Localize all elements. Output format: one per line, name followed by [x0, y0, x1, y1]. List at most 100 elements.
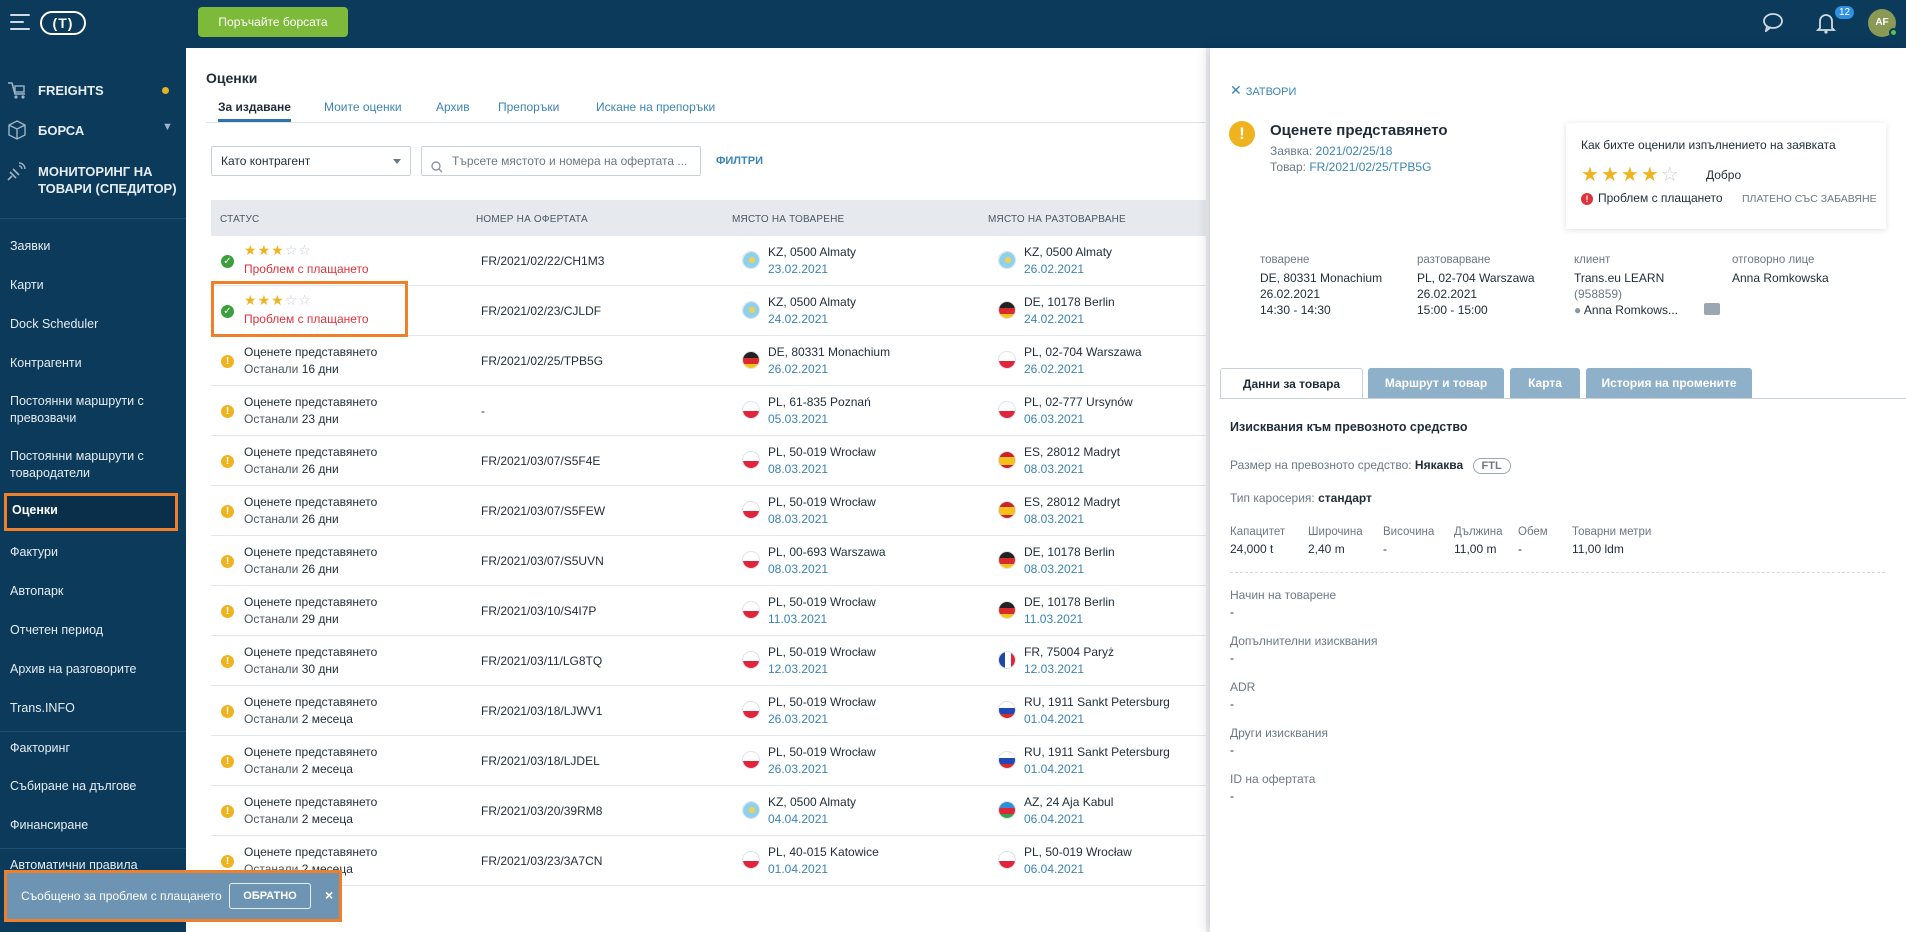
table-row[interactable]: ✓ ★★★☆☆ Проблем с плащането FR/2021/02/22/C… [211, 236, 1206, 286]
sidebar-item-ratings[interactable]: Оценки [4, 493, 178, 531]
sidebar-item-dock-scheduler[interactable]: Dock Scheduler [10, 317, 99, 331]
undo-button[interactable]: ОБРАТНО [229, 883, 311, 909]
sidebar-item-maps[interactable]: Карти [10, 278, 44, 292]
table-row[interactable]: ! Оценете представянето Останали 2 месеца F… [211, 736, 1206, 786]
payment-problem-flag[interactable]: ! Проблем с плащането [1581, 191, 1723, 205]
table-row[interactable]: ! Оценете представянето Останали 29 дни FR/… [211, 586, 1206, 636]
tab-to-issue[interactable]: За издаване [218, 100, 291, 122]
tab-cargo-data[interactable]: Данни за товара [1220, 368, 1363, 398]
role-select[interactable]: Като контрагент [211, 146, 411, 176]
table-row[interactable]: ! Оценете представянето Останали 30 дни FR/… [211, 636, 1206, 686]
sidebar-freights[interactable]: FREIGHTS [0, 79, 186, 101]
flag-icon [742, 251, 760, 269]
row-offer-number[interactable]: FR/2021/03/07/S5FEW [481, 504, 606, 518]
row-status-rate[interactable]: Оценете представянето [244, 545, 378, 559]
sidebar-item-fleet[interactable]: Автопарк [10, 584, 64, 598]
row-status-remaining: Останали 23 дни [244, 412, 339, 426]
row-status-rate[interactable]: Оценете представянето [244, 445, 378, 459]
sidebar-item-orders[interactable]: Заявки [10, 239, 51, 253]
table-row[interactable]: ! Оценете представянето Останали 2 месеца F… [211, 836, 1206, 886]
sidebar-item-reporting-period[interactable]: Отчетен период [10, 623, 104, 637]
bell-icon[interactable] [1815, 12, 1837, 37]
row-unloading-city: FR, 75004 Paryż [1024, 645, 1115, 659]
row-offer-number[interactable]: FR/2021/03/20/39RM8 [481, 804, 603, 818]
sidebar-item-trans-info[interactable]: Trans.INFO [10, 701, 75, 715]
table-row[interactable]: ! Оценете представянето Останали 26 дни FR/… [211, 536, 1206, 586]
close-icon[interactable]: × [325, 887, 334, 903]
col-offer-number[interactable]: НОМЕР НА ОФЕРТАТА [476, 214, 588, 225]
row-offer-number[interactable]: - [481, 404, 485, 418]
row-offer-number[interactable]: FR/2021/03/10/S4I7P [481, 604, 597, 618]
menu-icon[interactable] [10, 14, 30, 30]
row-status-rate[interactable]: Оценете представянето [244, 345, 378, 359]
row-offer-number[interactable]: FR/2021/02/22/CH1M3 [481, 254, 605, 268]
col-unloading-place[interactable]: МЯСТО НА РАЗТОВАРВАНЕ [988, 214, 1126, 225]
search-input[interactable]: Търсете мястото и номера на офертата ... [421, 146, 701, 176]
row-offer-number[interactable]: FR/2021/03/07/S5F4E [481, 454, 601, 468]
tab-my-ratings[interactable]: Моите оценки [324, 100, 402, 114]
avatar[interactable]: AF [1868, 9, 1896, 37]
table-row[interactable]: ! Оценете представянето Останали 26 дни FR/… [211, 486, 1206, 536]
top-bar: (T) Поръчайте борсата 12 AF [0, 0, 1906, 48]
row-status-rate[interactable]: Оценете представянето [244, 745, 378, 759]
tab-map[interactable]: Карта [1510, 368, 1580, 398]
sidebar-item-debt-collection[interactable]: Събиране на дългове [10, 779, 137, 793]
warning-icon: ! [221, 455, 234, 468]
summary-unloading-time: 15:00 - 15:00 [1417, 303, 1488, 317]
table-row[interactable]: ! Оценете представянето Останали 26 дни FR/… [211, 436, 1206, 486]
row-status-rate[interactable]: Оценете представянето [244, 645, 378, 659]
sidebar-item-contractors[interactable]: Контрагенти [10, 356, 82, 370]
row-offer-number[interactable]: FR/2021/03/11/LG8TQ [481, 654, 603, 668]
row-status-rate[interactable]: Оценете представянето [244, 845, 378, 859]
paid-late-option[interactable]: ПЛАТЕНО СЪС ЗАБАВЯНЕ [1742, 193, 1877, 205]
tab-request-recommendations[interactable]: Искане на препоръки [596, 100, 716, 114]
tab-route-cargo[interactable]: Маршрут и товар [1368, 368, 1504, 398]
table-row[interactable]: ! Оценете представянето Останали 16 дни FR/… [211, 336, 1206, 386]
tab-recommendations[interactable]: Препоръки [498, 100, 560, 114]
row-status-rate[interactable]: Оценете представянето [244, 795, 378, 809]
order-exchange-button[interactable]: Поръчайте борсата [198, 7, 348, 37]
row-status-rate[interactable]: Оценете представянето [244, 495, 378, 509]
table-row[interactable]: ! Оценете представянето Останали 23 дни - PL… [211, 386, 1206, 436]
order-link[interactable]: 2021/02/25/18 [1315, 144, 1393, 158]
table-row[interactable]: ✓ ★★★☆☆ Проблем с плащането FR/2021/02/23/C… [211, 281, 1206, 337]
toast-message: Съобщено за проблем с плащането [21, 889, 222, 903]
sidebar-item-auto-rules[interactable]: Автоматични правила [10, 858, 138, 872]
row-offer-number[interactable]: FR/2021/02/25/TPB5G [481, 354, 604, 368]
row-offer-number[interactable]: FR/2021/03/23/3A7CN [481, 854, 603, 868]
filters-button[interactable]: ФИЛТРИ [716, 155, 763, 167]
col-status[interactable]: СТАТУС [220, 214, 260, 225]
table-row[interactable]: ! Оценете представянето Останали 2 месеца F… [211, 686, 1206, 736]
summary-client-name[interactable]: Trans.eu LEARN [1574, 271, 1665, 285]
cargo-link[interactable]: FR/2021/02/25/TPB5G [1309, 160, 1432, 174]
col-loading-place[interactable]: МЯСТО НА ТОВАРЕНЕ [732, 214, 845, 225]
row-status-rate[interactable]: Оценете представянето [244, 695, 378, 709]
tab-archive[interactable]: Архив [436, 100, 470, 114]
chat-icon[interactable] [1762, 12, 1784, 35]
row-offer-number[interactable]: FR/2021/03/18/LJDEL [481, 754, 600, 768]
sidebar-exchange[interactable]: БОРСА ▼ [0, 119, 186, 141]
flag-icon [998, 751, 1016, 769]
table-row[interactable]: ! Оценете представянето Останали 2 месеца F… [211, 786, 1206, 836]
body-type-field: Тип каросерия: стандарт [1230, 491, 1372, 505]
row-status-rate[interactable]: Оценете представянето [244, 595, 378, 609]
row-offer-number[interactable]: FR/2021/02/23/CJLDF [481, 304, 602, 318]
tab-change-history[interactable]: История на промените [1586, 368, 1752, 398]
sidebar-item-shipper-routes[interactable]: Постоянни маршрути с товародатели [10, 449, 144, 480]
summary-client-contact[interactable]: ● Anna Romkows... [1574, 303, 1678, 317]
message-icon[interactable] [1704, 303, 1720, 315]
warning-icon: ! [221, 405, 234, 418]
sidebar-item-chat-archive[interactable]: Архив на разговорите [10, 662, 137, 676]
row-offer-number[interactable]: FR/2021/03/07/S5UVN [481, 554, 604, 568]
sidebar-monitoring[interactable]: МОНИТОРИНГ НА ТОВАРИ (СПЕДИТОР) [0, 160, 186, 204]
row-status-rate[interactable]: Оценете представянето [244, 395, 378, 409]
sidebar-item-carrier-routes[interactable]: Постоянни маршрути с превозвачи [10, 394, 144, 425]
sidebar-item-factoring[interactable]: Факторинг [10, 741, 70, 755]
close-button[interactable]: ✕ ЗАТВОРИ [1230, 82, 1296, 99]
sidebar-item-invoices[interactable]: Фактури [10, 545, 58, 559]
rating-stars[interactable]: ★★★★☆ [1581, 162, 1681, 187]
row-unloading-date: 06.03.2021 [1024, 412, 1085, 426]
sidebar-item-financing[interactable]: Финансиране [10, 818, 89, 832]
row-offer-number[interactable]: FR/2021/03/18/LJWV1 [481, 704, 603, 718]
logo[interactable]: (T) [40, 11, 86, 35]
